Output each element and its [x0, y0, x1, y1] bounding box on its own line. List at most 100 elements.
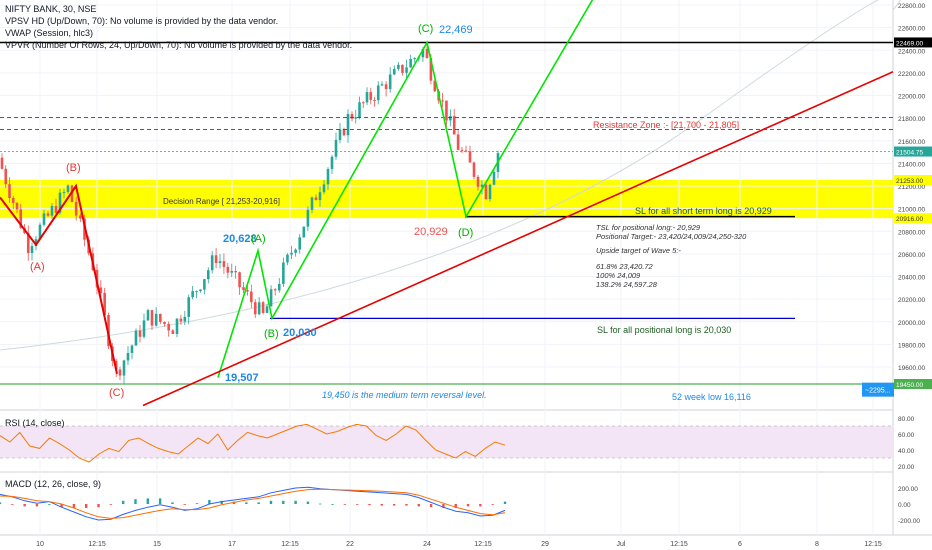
time-tick-label: 22	[346, 541, 354, 548]
candle-body	[242, 287, 245, 291]
candle-body	[445, 100, 448, 121]
price-axis[interactable]	[893, 0, 932, 550]
candle-body	[79, 215, 82, 219]
time-tick-label: 10	[36, 541, 44, 548]
candle-body	[384, 84, 388, 90]
wave-b-mid-label: (B)	[264, 328, 279, 340]
candle-body	[257, 302, 261, 315]
wave-b-left-label: (B)	[66, 162, 81, 174]
candle-body	[322, 184, 326, 193]
macd-hist-bar	[220, 500, 223, 504]
rsi-tick-label: 60.00	[898, 432, 915, 439]
macd-hist-bar	[355, 504, 359, 505]
trendline-red	[142, 71, 894, 407]
candle-body	[146, 310, 150, 321]
candle-body	[142, 320, 146, 337]
wave-lines	[0, 0, 894, 407]
candle-body	[191, 291, 194, 298]
candle-body	[277, 283, 281, 291]
macd-hist-bar	[491, 504, 494, 505]
price-tag-label: ~2295...	[865, 388, 891, 395]
candle-body	[468, 151, 472, 163]
candle-body	[409, 58, 412, 68]
price-tick-label: 20600.00	[898, 252, 925, 259]
candle-body	[0, 157, 4, 169]
level-lines	[0, 41, 893, 385]
candle-body	[346, 114, 350, 136]
fib-target-1: 61.8% 23,420.72	[596, 262, 654, 271]
macd-hist-bar	[269, 500, 273, 504]
candle-body	[253, 302, 257, 315]
candle-body	[492, 171, 496, 185]
candle-body	[163, 321, 166, 324]
candle-body	[230, 270, 234, 273]
candle-body	[159, 313, 162, 322]
candle-body	[38, 224, 42, 240]
candle-body	[269, 289, 273, 307]
candle-body	[167, 323, 170, 331]
candle-body	[246, 290, 249, 292]
wave-abc-left	[0, 183, 118, 375]
candle-body	[250, 291, 253, 303]
price-tag-box	[894, 146, 932, 157]
price-tag-label: 19450.00	[896, 382, 923, 389]
time-tick-label: 6	[738, 541, 742, 548]
candle-body	[464, 150, 468, 152]
macd-hist-bar	[60, 504, 63, 508]
week52-low-label: 52 week low 16,116	[672, 392, 751, 402]
candle-body	[380, 84, 384, 86]
candle-body	[314, 197, 318, 201]
macd-hist-bar	[72, 504, 76, 508]
wave-c-left-label: (C)	[109, 387, 124, 399]
wave-b-mid-value: 20,030	[283, 327, 317, 339]
macd-hist-bar	[35, 504, 39, 507]
macd-hist-bar	[282, 500, 285, 504]
candle-body	[50, 205, 54, 216]
candle-body	[66, 185, 70, 193]
wave-low-value: 19,507	[225, 372, 259, 384]
time-tick-label: 15	[153, 541, 161, 548]
macd-hist-bar	[442, 504, 445, 508]
macd-hist-bar	[466, 504, 470, 507]
indicator-vpvr-label: VPVR (Number Of Rows, 24, Up/Down, 70): …	[5, 40, 352, 50]
wave-impulse-green	[217, 0, 594, 378]
time-tick-label: 24	[423, 541, 431, 548]
rsi-line	[0, 423, 506, 463]
candle-body	[15, 202, 19, 210]
price-tick-label: 21400.00	[898, 161, 925, 168]
candle-body	[238, 272, 241, 288]
time-tick-label: Jul	[617, 541, 626, 548]
price-tick-label: 19600.00	[898, 365, 925, 372]
candle-body	[154, 313, 158, 326]
candle-body	[306, 209, 310, 227]
candle-body	[388, 74, 392, 90]
candle-body	[126, 352, 130, 361]
price-tick-label: 20800.00	[898, 229, 925, 236]
candle-body	[326, 169, 330, 185]
macd-hist-bar	[429, 504, 433, 508]
sl-short-term-label: SL for all short term long is 20,929	[635, 206, 772, 216]
candle-body	[118, 369, 122, 376]
candle-body	[441, 100, 444, 102]
candle-body	[210, 255, 214, 271]
wave-a-left-label: (A)	[30, 261, 45, 273]
price-tick-label: 19800.00	[898, 342, 925, 349]
candle-body	[187, 297, 191, 317]
macd-hist-bar	[183, 504, 186, 505]
candle-body	[11, 198, 15, 203]
candle-body	[175, 318, 179, 335]
macd-hist-bar	[85, 504, 88, 508]
price-tag-box	[894, 213, 932, 224]
candle-body	[58, 192, 62, 213]
candle-body	[134, 330, 138, 346]
price-tick-label: 20400.00	[898, 275, 925, 282]
indicator-vwap-label: VWAP (Session, hlc3)	[5, 28, 93, 38]
rsi-band	[0, 426, 893, 458]
time-tick-label: 12:15	[864, 541, 882, 548]
macd-hist-bar	[146, 498, 150, 504]
wave-c-top-value: 22,469	[439, 24, 473, 36]
candle-body	[30, 246, 34, 253]
price-tag-label: 21253.00	[896, 178, 923, 185]
